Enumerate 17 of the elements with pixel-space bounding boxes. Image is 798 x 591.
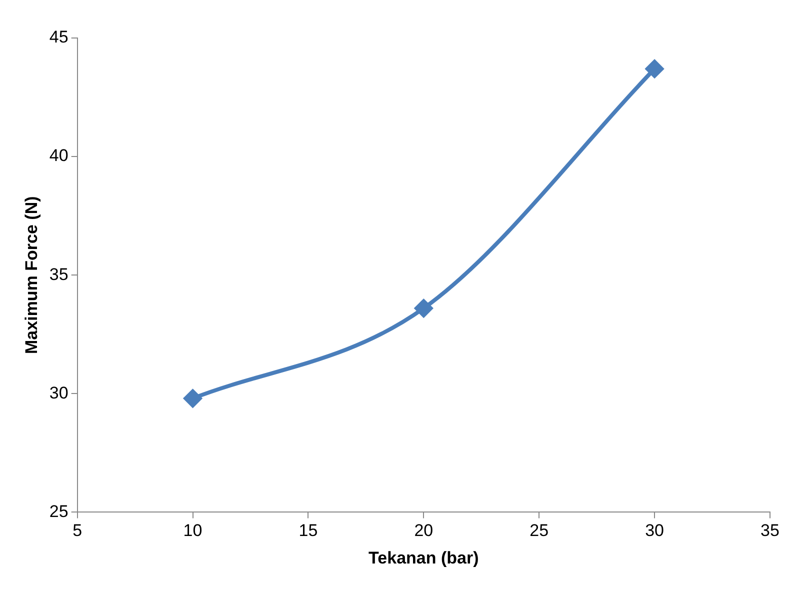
y-tick-label: 30 — [49, 383, 68, 402]
point — [414, 299, 433, 318]
y-tick-label: 45 — [49, 28, 68, 47]
y-tick-label: 35 — [49, 264, 68, 284]
x-tick-label: 15 — [298, 521, 318, 540]
x-axis-title: Tekanan (bar) — [368, 548, 479, 568]
x-tick-label: 35 — [760, 521, 780, 540]
x-tick-label: 20 — [414, 521, 434, 540]
y-tick-label: 25 — [49, 502, 68, 521]
x-tick-label: 30 — [645, 521, 664, 540]
y-tick-label: 40 — [49, 146, 68, 166]
point — [184, 389, 202, 408]
x-tick-label: 5 — [72, 521, 82, 540]
point — [646, 60, 664, 78]
x-tick-label: 25 — [530, 521, 549, 540]
y-axis-title: Maximum Force (N) — [22, 196, 41, 354]
x-tick-label: 10 — [183, 521, 202, 540]
